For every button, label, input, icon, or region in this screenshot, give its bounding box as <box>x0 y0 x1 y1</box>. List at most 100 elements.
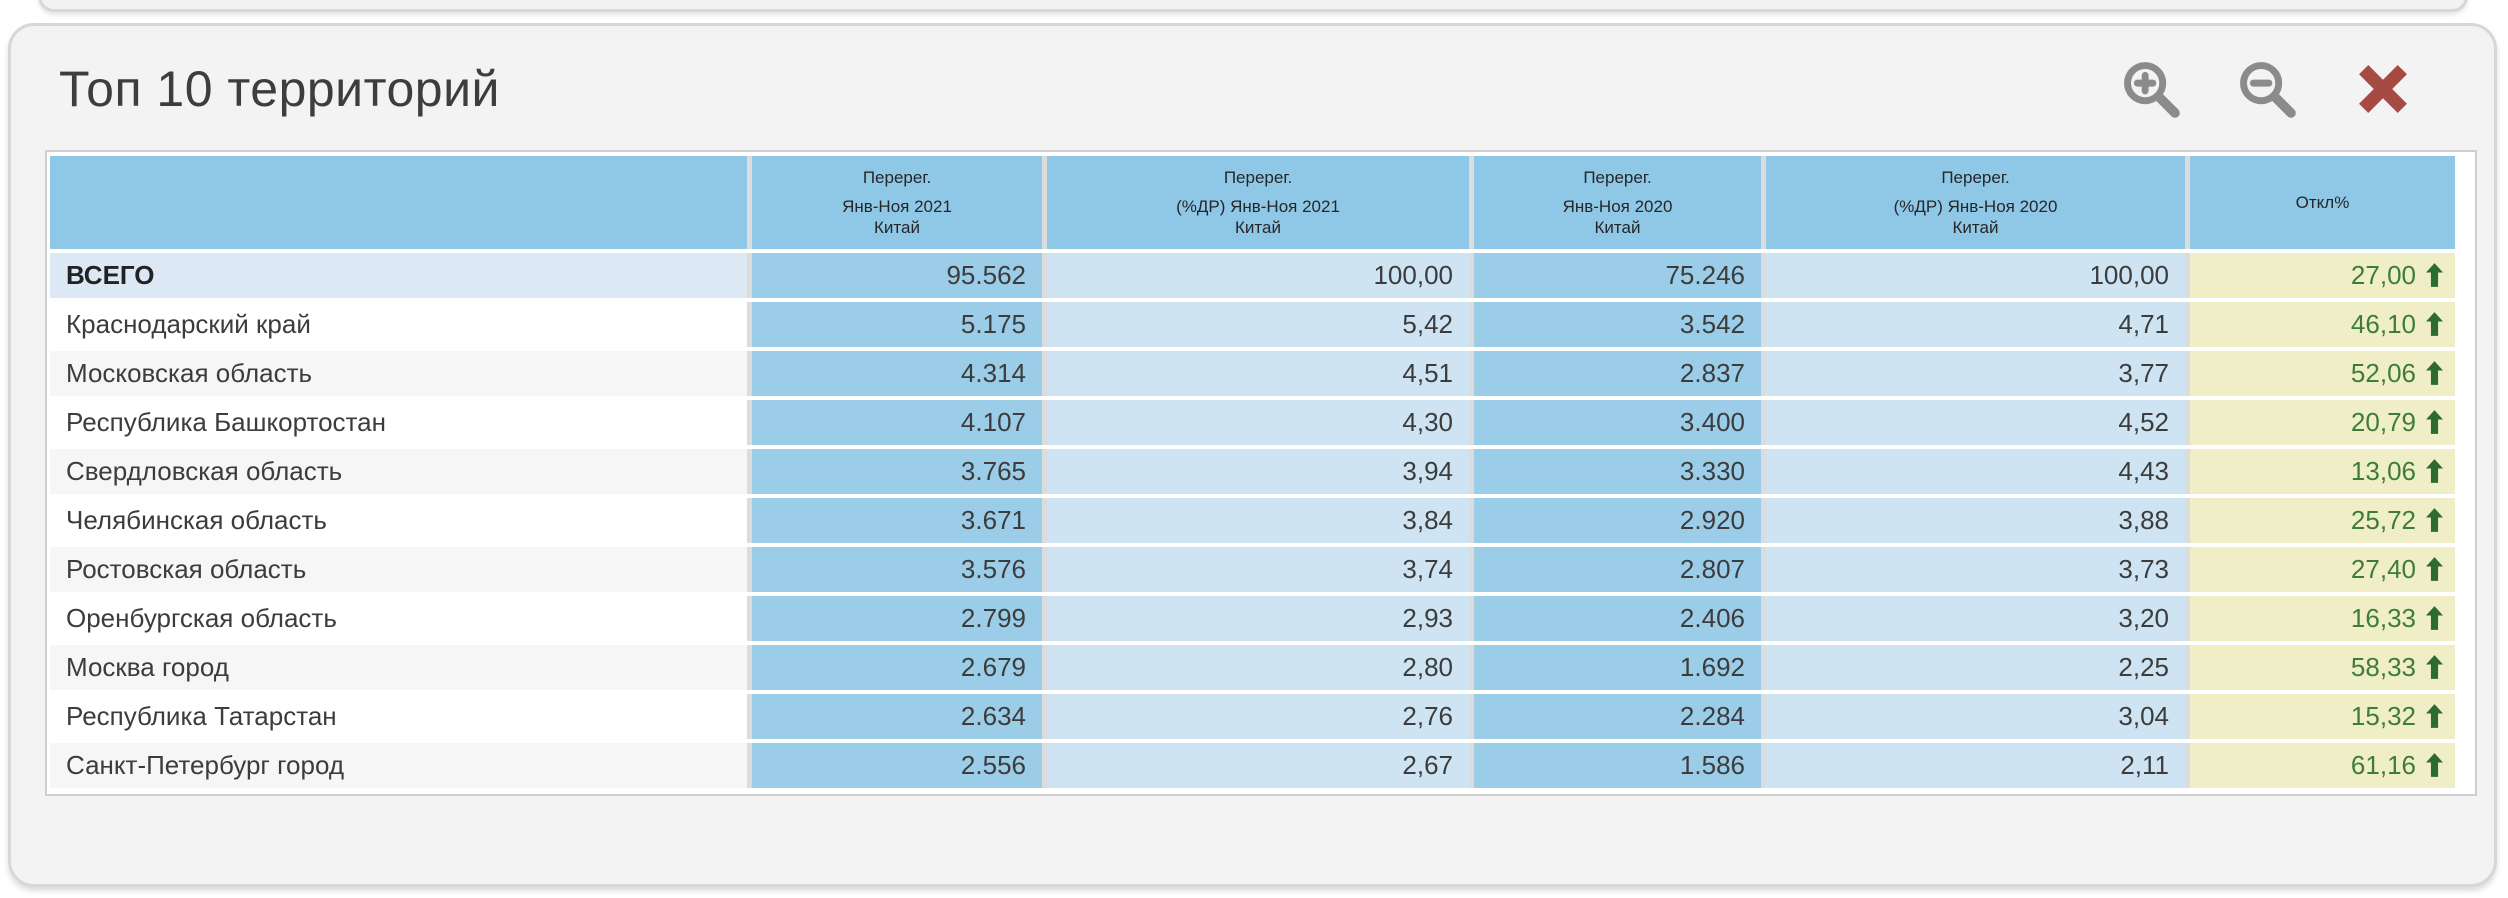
value-cell: 4.314 <box>747 351 1042 396</box>
column-header-4[interactable]: Перерег. (%ДР) Янв-Ноя 2020 Китай <box>1761 156 2185 249</box>
widget-toolbar <box>2118 56 2416 122</box>
column-header-2[interactable]: Перерег. (%ДР) Янв-Ноя 2021 Китай <box>1042 156 1469 249</box>
value-cell: 2,80 <box>1042 645 1469 690</box>
value-cell: 3,84 <box>1042 498 1469 543</box>
value-cell: 4,30 <box>1042 400 1469 445</box>
table-row: Московская область 4.314 4,51 2.837 3,77 52,0… <box>50 351 2455 396</box>
column-header-1[interactable]: Перерег. Янв-Ноя 2021 Китай <box>747 156 1042 249</box>
value-cell: 4.107 <box>747 400 1042 445</box>
value-cell: 3.330 <box>1469 449 1761 494</box>
widget-title: Топ 10 территорий <box>59 61 500 117</box>
value-cell: 4,51 <box>1042 351 1469 396</box>
deviation-value: 46,10 <box>2350 309 2416 339</box>
deviation-value: 25,72 <box>2350 505 2416 535</box>
value-cell: 2.920 <box>1469 498 1761 543</box>
table-row-total: ВСЕГО 95.562 100,00 75.246 100,00 27,00 <box>50 253 2455 298</box>
table-row: Оренбургская область 2.799 2,93 2.406 3,20 16… <box>50 596 2455 641</box>
value-cell: 2,76 <box>1042 694 1469 739</box>
territory-name-cell[interactable]: Свердловская область <box>50 449 747 494</box>
widget-header: Топ 10 территорий <box>11 26 2494 126</box>
trend-up-arrow-icon <box>2426 312 2443 336</box>
table-header-row: Перерег. Янв-Ноя 2021 Китай Перерег. (%ДР) … <box>50 156 2455 249</box>
value-cell: 2.807 <box>1469 547 1761 592</box>
deviation-value: 27,40 <box>2350 554 2416 584</box>
column-header-3[interactable]: Перерег. Янв-Ноя 2020 Китай <box>1469 156 1761 249</box>
territory-name-cell[interactable]: Ростовская область <box>50 547 747 592</box>
column-header-line2: (%ДР) Янв-Ноя 2021 Китай <box>1176 196 1340 237</box>
trend-up-arrow-icon <box>2426 361 2443 385</box>
value-cell: 3,94 <box>1042 449 1469 494</box>
column-header-line2: Откл% <box>2295 193 2350 212</box>
deviation-value: 16,33 <box>2350 603 2416 633</box>
deviation-cell: 13,06 <box>2185 449 2455 494</box>
column-header-5[interactable]: Откл% <box>2185 156 2455 249</box>
value-cell: 3,04 <box>1761 694 2185 739</box>
territory-name-cell[interactable]: Краснодарский край <box>50 302 747 347</box>
value-cell: 3.671 <box>747 498 1042 543</box>
table-row: Краснодарский край 5.175 5,42 3.542 4,71 46,1… <box>50 302 2455 347</box>
trend-up-arrow-icon <box>2426 459 2443 483</box>
trend-up-arrow-icon <box>2426 508 2443 532</box>
value-cell: 3,77 <box>1761 351 2185 396</box>
value-cell: 3,88 <box>1761 498 2185 543</box>
column-header-line2: (%ДР) Янв-Ноя 2020 Китай <box>1893 196 2058 237</box>
territory-name-cell[interactable]: Республика Татарстан <box>50 694 747 739</box>
territory-name-cell[interactable]: ВСЕГО <box>50 253 747 298</box>
table-row: Челябинская область 3.671 3,84 2.920 3,88 25,… <box>50 498 2455 543</box>
deviation-cell: 52,06 <box>2185 351 2455 396</box>
value-cell: 2,67 <box>1042 743 1469 788</box>
deviation-cell: 15,32 <box>2185 694 2455 739</box>
value-cell: 3.542 <box>1469 302 1761 347</box>
table-row: Свердловская область 3.765 3,94 3.330 4,43 13… <box>50 449 2455 494</box>
value-cell: 2.634 <box>747 694 1042 739</box>
table-row: Республика Башкортостан 4.107 4,30 3.400 4,5… <box>50 400 2455 445</box>
trend-up-arrow-icon <box>2426 410 2443 434</box>
deviation-cell: 20,79 <box>2185 400 2455 445</box>
column-header-line1: Перерег. <box>1941 167 2010 187</box>
value-cell: 3,20 <box>1761 596 2185 641</box>
zoom-in-button[interactable] <box>2118 56 2184 122</box>
deviation-value: 61,16 <box>2350 750 2416 780</box>
value-cell: 4,43 <box>1761 449 2185 494</box>
value-cell: 2.284 <box>1469 694 1761 739</box>
value-cell: 2,11 <box>1761 743 2185 788</box>
value-cell: 2.406 <box>1469 596 1761 641</box>
deviation-value: 58,33 <box>2350 652 2416 682</box>
deviation-value: 13,06 <box>2350 456 2416 486</box>
territory-name-cell[interactable]: Санкт-Петербург город <box>50 743 747 788</box>
value-cell: 2,25 <box>1761 645 2185 690</box>
value-cell: 2.679 <box>747 645 1042 690</box>
column-header-line2: Янв-Ноя 2020 Китай <box>1562 196 1673 237</box>
value-cell: 3.400 <box>1469 400 1761 445</box>
territory-name-cell[interactable]: Московская область <box>50 351 747 396</box>
trend-up-arrow-icon <box>2426 753 2443 777</box>
value-cell: 3,74 <box>1042 547 1469 592</box>
value-cell: 1.692 <box>1469 645 1761 690</box>
zoom-out-icon <box>2235 57 2299 121</box>
value-cell: 4,52 <box>1761 400 2185 445</box>
value-cell: 2,93 <box>1042 596 1469 641</box>
top10-territories-widget: Топ 10 территорий <box>8 23 2497 887</box>
territory-name-cell[interactable]: Москва город <box>50 645 747 690</box>
deviation-cell: 27,40 <box>2185 547 2455 592</box>
table-row: Ростовская область 3.576 3,74 2.807 3,73 27,4… <box>50 547 2455 592</box>
value-cell: 3.765 <box>747 449 1042 494</box>
zoom-out-button[interactable] <box>2234 56 2300 122</box>
column-header-line1: Перерег. <box>1223 167 1293 187</box>
deviation-value: 15,32 <box>2350 701 2416 731</box>
deviation-cell: 58,33 <box>2185 645 2455 690</box>
territory-name-cell[interactable]: Челябинская область <box>50 498 747 543</box>
deviation-value: 52,06 <box>2350 358 2416 388</box>
value-cell: 95.562 <box>747 253 1042 298</box>
table-row: Санкт-Петербург город 2.556 2,67 1.586 2,11 6… <box>50 743 2455 788</box>
value-cell: 100,00 <box>1042 253 1469 298</box>
table-row: Республика Татарстан 2.634 2,76 2.284 3,04 15… <box>50 694 2455 739</box>
close-button[interactable] <box>2350 56 2416 122</box>
territory-name-cell[interactable]: Республика Башкортостан <box>50 400 747 445</box>
zoom-in-icon <box>2119 57 2183 121</box>
column-header-0[interactable] <box>50 156 747 249</box>
value-cell: 1.586 <box>1469 743 1761 788</box>
territory-name-cell[interactable]: Оренбургская область <box>50 596 747 641</box>
territories-table: Перерег. Янв-Ноя 2021 Китай Перерег. (%ДР) … <box>50 152 2455 792</box>
